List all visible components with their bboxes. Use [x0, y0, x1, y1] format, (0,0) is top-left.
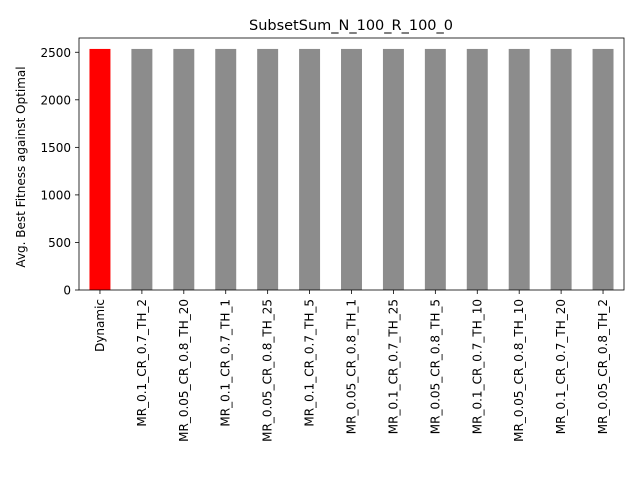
x-tick-label-0: Dynamic	[93, 299, 107, 352]
x-tick-label-3: MR_0.1_CR_0.7_TH_1	[219, 299, 233, 427]
bar-10	[508, 48, 530, 290]
x-tick-label-8: MR_0.05_CR_0.8_TH_5	[428, 299, 442, 434]
y-tick-label-3: 1500	[40, 141, 71, 155]
x-tick-label-10: MR_0.05_CR_0.8_TH_10	[512, 299, 526, 442]
bar-11	[550, 48, 572, 290]
axes-frame	[78, 37, 625, 291]
bar-5	[299, 48, 321, 290]
y-axis: 0 500 1000 1500 2000 2500	[40, 46, 79, 298]
x-tick-label-4: MR_0.05_CR_0.8_TH_25	[261, 299, 275, 442]
bar-3	[215, 48, 237, 290]
bar-12	[592, 48, 614, 290]
x-tick-label-7: MR_0.1_CR_0.7_TH_25	[386, 299, 400, 434]
bar-2	[173, 48, 195, 290]
y-axis-label: Avg. Best Fitness against Optimal	[14, 66, 28, 267]
x-tick-label-9: MR_0.1_CR_0.7_TH_10	[470, 299, 484, 434]
bar-7	[382, 48, 404, 290]
y-tick-label-4: 2000	[40, 93, 71, 107]
x-tick-label-12: MR_0.05_CR_0.8_TH_2	[596, 299, 610, 434]
x-tick-label-1: MR_0.1_CR_0.7_TH_2	[135, 299, 149, 427]
plot-frame	[78, 37, 625, 291]
chart-title: SubsetSum_N_100_R_100_0	[249, 18, 453, 34]
bar-9	[466, 48, 488, 290]
y-tick-label-5: 2500	[40, 46, 71, 60]
bar-4	[257, 48, 279, 290]
bars-group	[89, 48, 614, 290]
bar-1	[131, 48, 153, 290]
x-axis: Dynamic MR_0.1_CR_0.7_TH_2 MR_0.05_CR_0.8_…	[93, 290, 610, 442]
x-tick-label-11: MR_0.1_CR_0.7_TH_20	[554, 299, 568, 434]
bar-8	[424, 48, 446, 290]
x-tick-label-5: MR_0.1_CR_0.7_TH_5	[303, 299, 317, 427]
y-tick-label-1: 500	[48, 236, 71, 250]
bar-6	[341, 48, 362, 290]
bar-0	[89, 48, 111, 290]
x-tick-label-2: MR_0.05_CR_0.8_TH_20	[177, 299, 191, 442]
y-tick-label-0: 0	[63, 284, 71, 298]
y-tick-label-2: 1000	[40, 188, 71, 202]
x-tick-label-6: MR_0.05_CR_0.8_TH_1	[345, 299, 359, 434]
